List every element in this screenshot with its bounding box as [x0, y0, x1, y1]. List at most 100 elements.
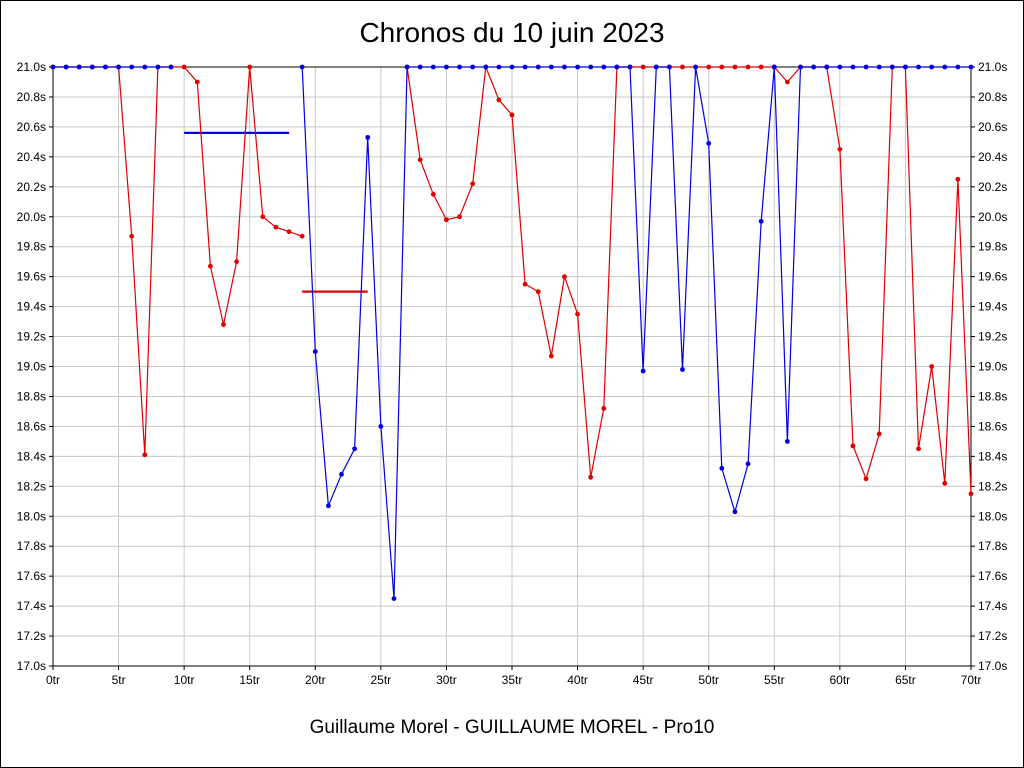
series-blue-point [417, 64, 423, 70]
series-blue-point [719, 465, 725, 471]
x-tick-label: 40tr [567, 673, 588, 687]
y-tick-label-right: 18.2s [978, 479, 1007, 493]
x-tick-label: 35tr [502, 673, 523, 687]
series-red-point [247, 64, 253, 70]
series-red-point [129, 233, 135, 239]
y-tick-label-right: 20.6s [978, 120, 1007, 134]
series-blue-point [942, 64, 948, 70]
series-blue-point [889, 64, 895, 70]
series-red-point [680, 64, 685, 70]
y-tick-label-right: 17.2s [978, 629, 1007, 643]
series-blue-point [640, 368, 646, 374]
series-blue-point [588, 64, 594, 70]
y-tick-label-left: 17.0s [17, 659, 46, 673]
series-blue-point [50, 64, 56, 70]
series-blue-point [955, 64, 961, 70]
series-blue-point [929, 64, 935, 70]
series-red-point [876, 431, 882, 437]
y-tick-label-right: 18.4s [978, 449, 1007, 463]
series-blue-point [155, 64, 161, 70]
x-tick-label: 20tr [305, 673, 326, 687]
series-red-point [286, 229, 292, 235]
series-blue-point [785, 438, 790, 444]
series-blue-point [63, 64, 69, 70]
y-tick-label-left: 20.6s [17, 120, 46, 134]
series-blue-point [430, 64, 436, 70]
series-red-point [299, 233, 305, 239]
y-tick-label-left: 17.8s [17, 539, 46, 553]
y-tick-label-right: 17.4s [978, 599, 1007, 613]
series-red-point [470, 181, 476, 187]
series-red-point [575, 311, 580, 317]
series-blue-point [968, 64, 974, 70]
y-tick-label-left: 17.6s [17, 569, 46, 583]
series-blue-point [483, 64, 489, 70]
series-blue-point [745, 461, 751, 467]
series-blue-point [758, 218, 764, 224]
series-red-point [535, 289, 541, 295]
series-red-point [273, 224, 279, 230]
series-blue-point [706, 140, 712, 146]
series-red-point [785, 79, 790, 85]
series-blue-point [876, 64, 882, 70]
series-blue-point [653, 64, 659, 70]
y-tick-label-right: 20.2s [978, 180, 1007, 194]
x-tick-label: 70tr [961, 673, 982, 687]
series-blue-point [509, 64, 515, 70]
series-red-point [234, 259, 240, 265]
series-blue-point [601, 64, 607, 70]
series-red-point [719, 64, 725, 70]
x-tick-label: 10tr [174, 673, 195, 687]
series-red-point [758, 64, 764, 70]
series-blue-point [680, 367, 685, 372]
y-tick-label-left: 17.4s [17, 599, 46, 613]
series-red-point [430, 191, 436, 197]
series-blue-point [535, 64, 541, 70]
y-tick-label-left: 20.0s [17, 210, 46, 224]
y-tick-label-right: 19.0s [978, 360, 1007, 374]
y-tick-label-right: 19.2s [978, 330, 1007, 344]
x-tick-label: 0tr [46, 673, 60, 687]
series-red-point [142, 452, 148, 458]
series-blue-point [391, 596, 397, 602]
series-blue-point [732, 509, 738, 515]
series-red-point [929, 364, 935, 369]
x-tick-label: 45tr [633, 673, 654, 687]
series-blue-point [470, 64, 476, 70]
series-blue-point [326, 503, 331, 509]
series-blue-point [129, 64, 135, 70]
series-blue-point [116, 64, 121, 70]
series-red-point [863, 476, 869, 482]
series-blue-point [666, 64, 672, 70]
series-blue-point [811, 64, 817, 70]
chart-footer: Guillaume Morel - GUILLAUME MOREL - Pro1… [309, 717, 715, 738]
series-blue-point [312, 349, 318, 354]
y-tick-label-left: 18.8s [17, 389, 46, 403]
x-tick-label: 50tr [698, 673, 719, 687]
x-tick-label: 60tr [830, 673, 851, 687]
series-blue-point [522, 64, 528, 70]
series-red-point [221, 322, 226, 327]
series-red-point [496, 97, 502, 103]
y-tick-label-right: 20.8s [978, 90, 1007, 104]
y-tick-label-right: 20.0s [978, 210, 1007, 224]
y-tick-label-left: 18.0s [17, 509, 46, 523]
y-tick-label-left: 19.2s [17, 330, 46, 344]
y-tick-label-left: 18.4s [17, 449, 46, 463]
series-blue-line [53, 66, 971, 599]
series-blue-point [89, 64, 95, 70]
series-blue-point [404, 64, 410, 70]
series-blue-point [614, 64, 620, 70]
series-blue-point [824, 64, 830, 70]
series-blue-point [837, 64, 843, 70]
series-red-point [745, 64, 751, 70]
y-tick-label-left: 21.0s [17, 60, 46, 74]
series-blue-point [365, 134, 371, 140]
series-blue-point [103, 64, 108, 70]
series-blue-point [916, 64, 921, 70]
chart-title: Chronos du 10 juin 2023 [359, 17, 665, 48]
series-red-point [732, 64, 738, 70]
series-red-point [601, 406, 607, 411]
